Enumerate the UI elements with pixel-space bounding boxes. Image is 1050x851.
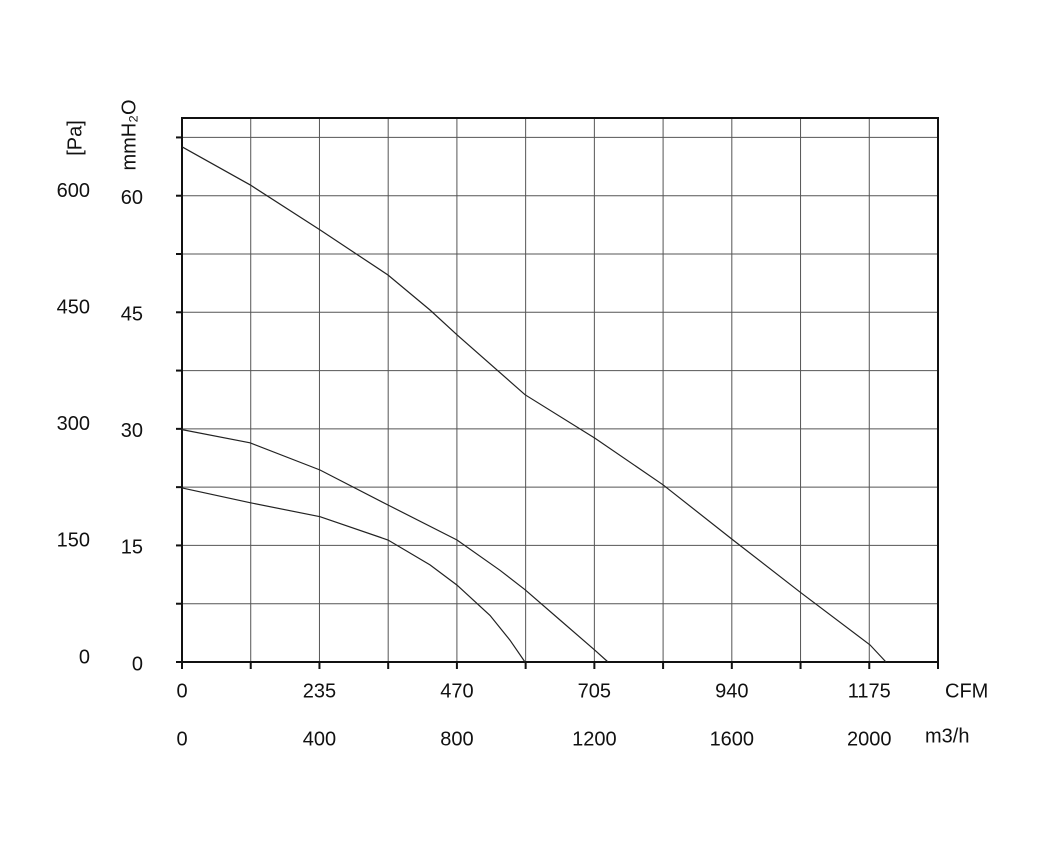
y-tick-label: 0 <box>132 653 143 675</box>
fan-curve <box>181 146 887 663</box>
y-tick-label: 60 <box>121 187 143 209</box>
x-tick-label: 235 <box>303 680 336 702</box>
y-axis-label: mmH₂O <box>118 99 140 170</box>
x2-tick-label: 800 <box>440 728 473 750</box>
y2-tick-label: 600 <box>57 180 90 202</box>
y-tick-label: 45 <box>121 304 143 326</box>
plot-frame <box>181 117 939 663</box>
fan-curve <box>181 429 609 663</box>
x2-tick-label: 0 <box>176 728 187 750</box>
y-tick-label: 15 <box>121 537 143 559</box>
x2-tick-label: 1600 <box>710 728 755 750</box>
x2-tick-label: 2000 <box>847 728 892 750</box>
y2-tick-label: 0 <box>79 646 90 668</box>
x-tick-label: 0 <box>176 680 187 702</box>
y-tick-label: 30 <box>121 420 143 442</box>
x2-axis-label: m3/h <box>925 725 969 747</box>
y2-tick-label: 300 <box>57 413 90 435</box>
fan-curve <box>181 487 526 663</box>
x-tick-label: 1175 <box>848 680 891 702</box>
y2-axis-label: [Pa] <box>64 120 86 156</box>
x-tick-label: 470 <box>440 680 473 702</box>
x-tick-label: 940 <box>715 680 748 702</box>
x-axis-label: CFM <box>945 680 988 702</box>
y2-tick-label: 450 <box>57 297 90 319</box>
x2-tick-label: 1200 <box>572 728 617 750</box>
y2-tick-label: 150 <box>57 530 90 552</box>
x-tick-label: 705 <box>578 680 611 702</box>
x2-tick-label: 400 <box>303 728 336 750</box>
